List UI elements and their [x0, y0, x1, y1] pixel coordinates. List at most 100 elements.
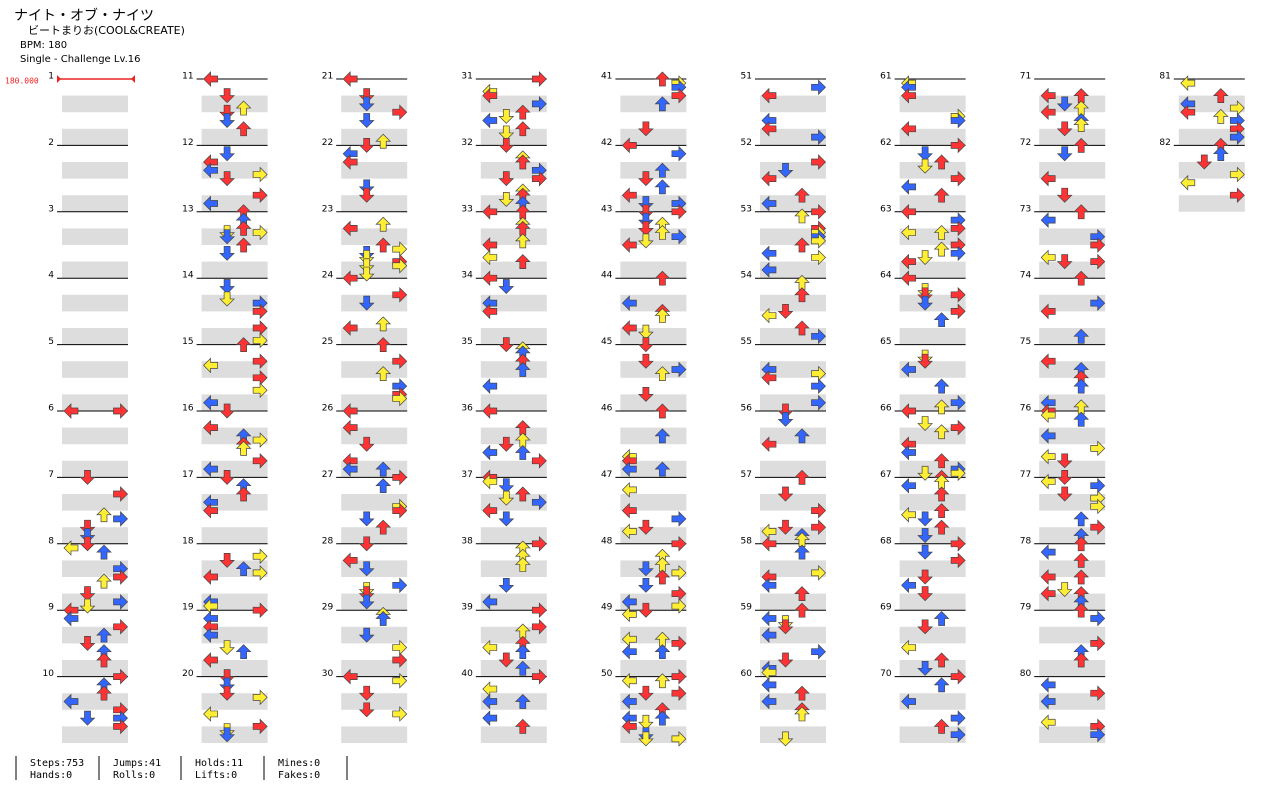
beat-band	[480, 328, 547, 345]
measure-number: 5	[48, 337, 54, 347]
measure-number: 50	[601, 669, 613, 679]
arrow	[621, 672, 637, 689]
arrow	[950, 286, 966, 303]
arrow	[498, 279, 515, 294]
arrow	[933, 399, 950, 415]
arrow	[358, 96, 375, 112]
measure-grid: 1234567891011121314151617181920212223242…	[43, 72, 1245, 743]
measure-number: 62	[880, 138, 891, 148]
arrow	[1212, 146, 1229, 162]
arrow	[252, 432, 268, 448]
arrow	[761, 307, 777, 324]
arrow	[1040, 87, 1056, 104]
arrow	[482, 594, 498, 610]
measure-number: 38	[461, 536, 473, 546]
arrow	[531, 618, 547, 635]
arrow	[1090, 477, 1106, 494]
arrow	[777, 731, 794, 747]
measure-number: 73	[1020, 204, 1031, 214]
arrow	[358, 138, 375, 153]
stat: Holds:11	[195, 758, 243, 769]
arrow	[514, 557, 531, 572]
arrow	[761, 120, 777, 137]
arrow	[761, 610, 777, 627]
arrow	[811, 394, 826, 411]
beat-band	[899, 460, 966, 478]
measure-number: 37	[461, 470, 472, 480]
beat-band	[62, 660, 128, 677]
measure-number: 40	[461, 669, 473, 679]
beat-band	[620, 494, 687, 511]
arrow	[498, 490, 515, 506]
measure-number: 44	[601, 271, 613, 281]
arrow	[811, 502, 826, 519]
measure-number: 46	[601, 404, 613, 414]
beat-band	[760, 195, 826, 212]
arrow	[392, 104, 408, 121]
arrow	[113, 569, 128, 585]
beat-band	[620, 427, 687, 445]
measure-number: 15	[182, 337, 193, 347]
beat-band	[899, 128, 966, 146]
beat-band	[899, 228, 966, 245]
beat-band	[341, 560, 408, 577]
beat-band	[760, 527, 826, 544]
arrow	[950, 394, 966, 411]
beat-band	[480, 128, 547, 146]
beat-band	[899, 494, 966, 511]
arrow	[901, 120, 916, 137]
arrow	[638, 221, 654, 236]
arrow	[252, 187, 268, 204]
arrow	[917, 250, 933, 265]
arrow	[358, 266, 375, 282]
arrow	[482, 710, 498, 726]
arrow	[482, 403, 498, 419]
measure-number: 70	[880, 669, 892, 679]
arrow	[811, 328, 826, 345]
arrow	[654, 225, 671, 240]
beat-band	[899, 527, 966, 544]
beat-band	[62, 228, 128, 245]
arrow	[933, 154, 950, 170]
arrow	[1056, 121, 1073, 137]
arrow	[375, 316, 392, 332]
beat-band	[1039, 460, 1106, 478]
arrow	[342, 270, 358, 287]
arrow	[638, 196, 654, 211]
arrow	[1090, 610, 1106, 627]
arrow	[761, 535, 777, 552]
arrow	[482, 203, 498, 220]
measure-number: 63	[880, 204, 891, 214]
arrow	[342, 154, 358, 170]
beat-band	[201, 361, 268, 378]
arrow	[252, 602, 268, 619]
measure-number: 12	[182, 138, 193, 148]
measure-number: 57	[741, 470, 752, 480]
beat-band	[201, 726, 268, 743]
beat-band	[62, 394, 128, 411]
arrow	[933, 453, 950, 469]
arrow	[482, 639, 498, 656]
arrow	[950, 303, 966, 320]
measure-number: 33	[461, 204, 472, 214]
beat-band	[899, 361, 966, 378]
arrow	[638, 714, 654, 730]
arrow	[621, 718, 637, 735]
measure-number: 66	[880, 404, 892, 414]
arrow	[498, 577, 515, 593]
arrow	[79, 598, 96, 614]
arrow	[621, 320, 637, 336]
arrow	[96, 627, 112, 643]
arrow	[794, 287, 810, 303]
arrow	[761, 170, 777, 187]
arrow	[1040, 212, 1056, 228]
arrow	[1073, 569, 1090, 585]
measure-number: 22	[322, 138, 333, 148]
arrow	[671, 635, 687, 652]
measure-number: 45	[601, 337, 612, 347]
beat-band	[62, 560, 128, 577]
arrow	[252, 224, 268, 241]
arrow	[777, 486, 794, 502]
arrow	[1056, 146, 1073, 162]
